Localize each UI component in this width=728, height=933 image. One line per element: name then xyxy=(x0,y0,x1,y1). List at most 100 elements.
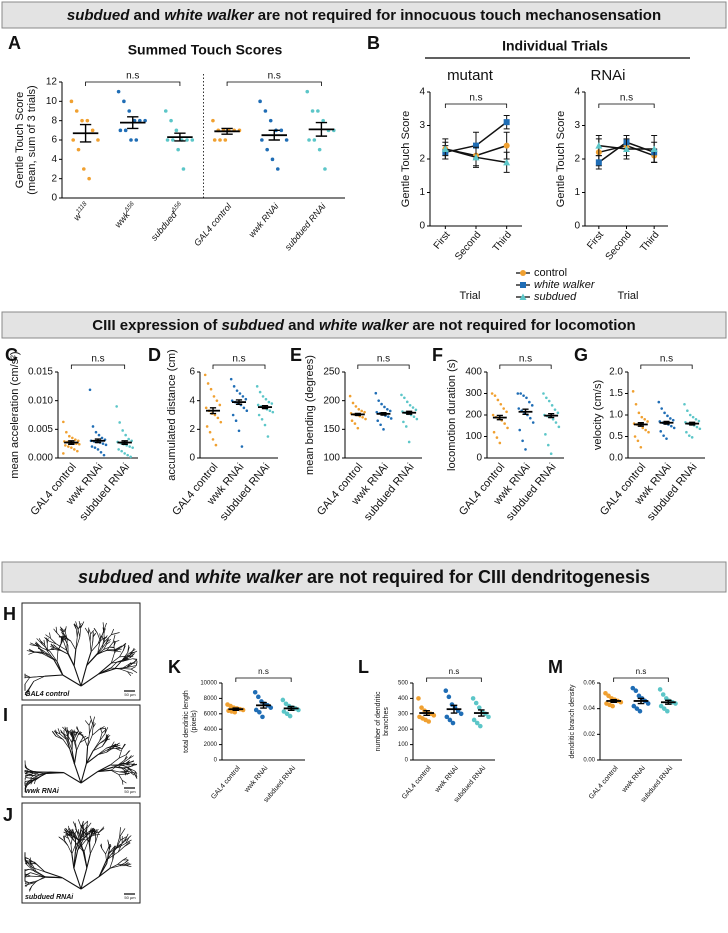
data-point xyxy=(665,437,668,440)
y-axis-label: velocity (cm/s) xyxy=(592,380,604,450)
data-point xyxy=(389,417,393,420)
dendrite xyxy=(130,650,138,655)
dendrite xyxy=(30,872,45,878)
dendrite xyxy=(86,654,97,666)
y-axis-label: Gentle Touch Score xyxy=(400,111,412,207)
dendrite xyxy=(50,647,56,650)
data-point xyxy=(697,419,701,423)
y-tick-label: 0.000 xyxy=(28,453,53,464)
data-point xyxy=(546,443,550,447)
dendrite xyxy=(59,626,64,633)
dendrite xyxy=(114,650,121,653)
data-point xyxy=(351,401,355,405)
banner-text: are not required for innocuous touch mec… xyxy=(254,7,662,24)
error-bar xyxy=(315,121,328,137)
data-point xyxy=(547,399,551,403)
data-point xyxy=(181,167,186,171)
dendrite xyxy=(84,720,90,726)
data-point xyxy=(62,420,65,424)
dendrite xyxy=(71,853,75,869)
data-point xyxy=(354,405,358,408)
data-point xyxy=(126,453,129,457)
data-point xyxy=(206,382,210,385)
data-point xyxy=(229,377,233,381)
y-tick-label: 10 xyxy=(46,96,58,107)
dendrite xyxy=(122,762,131,765)
dendrite xyxy=(50,637,57,645)
dendrite xyxy=(116,841,126,849)
data-point xyxy=(683,402,686,406)
dendrite xyxy=(103,628,106,634)
data-point xyxy=(553,408,557,411)
dendrite xyxy=(58,635,65,639)
dendrite xyxy=(121,837,127,844)
dendrite xyxy=(24,868,30,872)
x-tick-label: wwkΔ56 xyxy=(112,200,140,230)
data-point xyxy=(634,402,638,406)
data-point xyxy=(660,407,663,410)
data-point xyxy=(316,109,320,113)
dendrite xyxy=(93,628,98,634)
dendrite xyxy=(56,646,61,651)
dendrite xyxy=(24,884,27,887)
dendrite xyxy=(73,750,78,764)
dendrite xyxy=(28,689,30,696)
data-point xyxy=(242,406,246,410)
data-point xyxy=(123,452,126,455)
dendrite xyxy=(24,856,29,859)
dendrite xyxy=(73,763,82,784)
significance-label: n.s xyxy=(469,93,482,104)
dendrite xyxy=(87,835,92,842)
data-point xyxy=(241,395,245,398)
x-tick-label: GAL4 control xyxy=(192,201,234,248)
data-point xyxy=(637,708,643,714)
y-tick-label: 6000 xyxy=(204,711,218,717)
dendrite xyxy=(84,737,89,741)
data-point xyxy=(402,420,405,424)
data-point xyxy=(104,443,108,447)
dendrite xyxy=(90,642,93,652)
dendrite xyxy=(127,760,135,764)
data-point xyxy=(138,118,142,123)
x-tick-label: subdued RNAi xyxy=(283,201,329,253)
data-point xyxy=(551,418,555,421)
dendrite xyxy=(61,632,66,637)
y-tick-label: 0.04 xyxy=(583,706,595,712)
dendrite xyxy=(128,755,132,760)
dendrite xyxy=(107,848,111,855)
dendrite xyxy=(24,763,28,770)
dendrite xyxy=(25,777,36,780)
data-point xyxy=(414,408,418,412)
data-point xyxy=(630,685,636,691)
image-label: GAL4 control xyxy=(25,691,70,698)
dendrite xyxy=(121,779,127,784)
dendrite xyxy=(100,634,103,638)
data-point xyxy=(263,109,268,113)
y-tick-label: 150 xyxy=(323,424,340,435)
data-point xyxy=(123,128,128,133)
dendrite xyxy=(70,830,73,836)
dendrite xyxy=(118,749,123,759)
dendrite xyxy=(130,666,136,670)
data-point xyxy=(211,118,215,123)
data-point xyxy=(203,373,207,377)
dendrite xyxy=(50,646,56,649)
dendrite xyxy=(66,739,71,750)
significance-bracket xyxy=(426,677,482,682)
data-point xyxy=(99,450,103,454)
data-point xyxy=(528,400,531,404)
data-point xyxy=(550,404,554,407)
legend-label: subdued xyxy=(534,291,577,303)
y-tick-label: 200 xyxy=(398,727,409,733)
data-point xyxy=(91,425,95,428)
dendrite xyxy=(89,723,93,734)
dendrite xyxy=(110,769,119,775)
data-point xyxy=(90,128,95,133)
data-point xyxy=(486,714,491,720)
dendrite xyxy=(80,771,99,784)
data-point xyxy=(237,429,241,433)
data-point xyxy=(665,708,670,714)
data-point xyxy=(67,445,70,448)
data-point xyxy=(130,439,133,443)
dendrite xyxy=(97,638,103,645)
